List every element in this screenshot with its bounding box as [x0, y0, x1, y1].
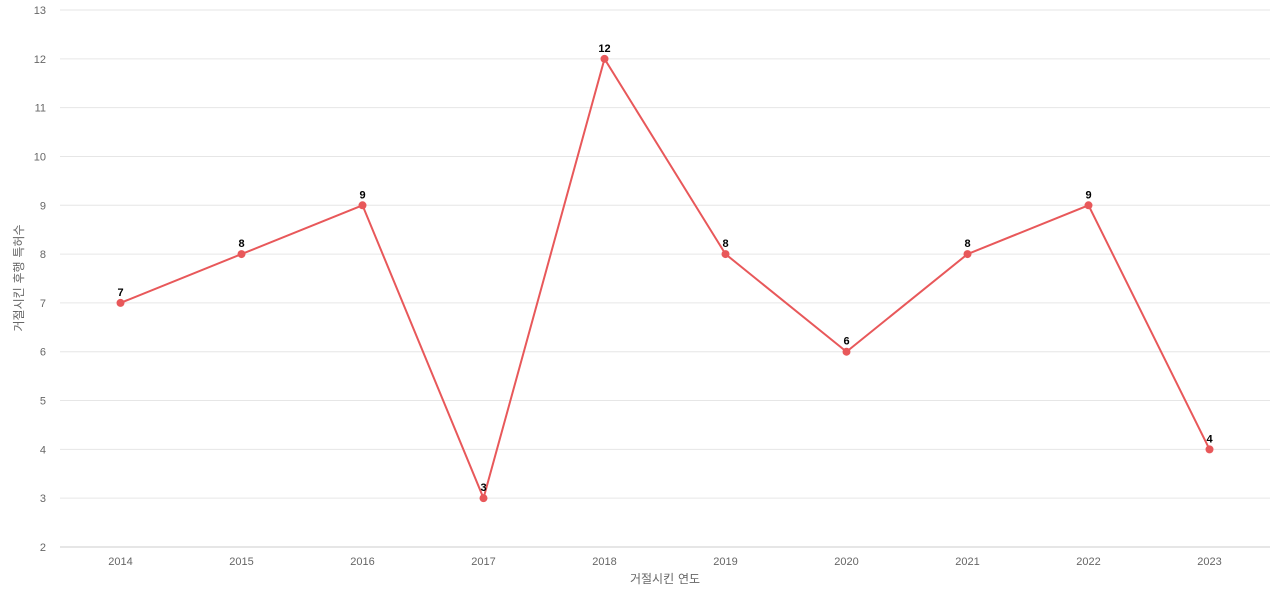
x-tick-label: 2020	[834, 556, 858, 568]
data-point[interactable]	[842, 347, 851, 356]
x-tick-label: 2017	[471, 556, 495, 568]
x-tick-label: 2023	[1197, 556, 1221, 568]
data-label: 4	[1206, 433, 1213, 445]
y-tick-label: 3	[40, 493, 46, 505]
y-tick-label: 11	[35, 103, 46, 115]
data-point[interactable]	[600, 54, 609, 63]
x-tick-label: 2022	[1076, 556, 1100, 568]
y-tick-label: 2	[40, 542, 46, 554]
data-point[interactable]	[1205, 445, 1214, 454]
y-tick-label: 8	[40, 249, 46, 261]
data-labels: 7 8 9 3 12 8 6 8 9 4	[117, 43, 1213, 494]
x-tick-label: 2018	[592, 556, 616, 568]
x-tick-label: 2016	[350, 556, 374, 568]
data-point[interactable]	[116, 298, 125, 307]
x-tick-label: 2014	[108, 556, 132, 568]
data-label: 9	[1085, 189, 1091, 201]
data-points	[116, 54, 1214, 503]
y-tick-label: 13	[34, 5, 46, 17]
data-point[interactable]	[1084, 201, 1093, 210]
data-point[interactable]	[721, 250, 730, 259]
data-point[interactable]	[358, 201, 367, 210]
y-tick-label: 4	[40, 444, 46, 456]
x-tick-label: 2019	[713, 556, 737, 568]
series-line	[120, 56, 1211, 502]
data-label: 7	[117, 287, 123, 299]
y-axis-ticks: 2 3 4 5 6 7 8 9 10 11 12 13	[34, 5, 46, 554]
series-layer	[120, 56, 1211, 502]
y-axis-title: 거절시킨 후행 특허수	[11, 225, 26, 332]
data-point[interactable]	[479, 494, 488, 503]
data-label: 8	[238, 238, 244, 250]
y-tick-label: 12	[34, 54, 46, 66]
y-tick-label: 10	[34, 151, 46, 163]
grid-lines	[60, 9, 1270, 548]
y-tick-label: 6	[40, 347, 46, 359]
x-tick-label: 2015	[229, 556, 253, 568]
y-tick-label: 9	[40, 200, 46, 212]
data-label: 12	[598, 43, 610, 55]
data-point[interactable]	[963, 250, 972, 259]
data-label: 9	[359, 189, 365, 201]
x-axis-title: 거절시킨 연도	[630, 572, 700, 586]
data-label: 8	[964, 238, 970, 250]
y-tick-label: 7	[40, 298, 46, 310]
x-axis-ticks: 2014 2015 2016 2017 2018 2019 2020 2021 2022 2023	[108, 556, 1221, 568]
y-tick-label: 5	[40, 396, 46, 408]
data-label: 8	[722, 238, 728, 250]
data-point[interactable]	[237, 250, 246, 259]
data-label: 6	[843, 336, 849, 348]
x-tick-label: 2021	[955, 556, 979, 568]
data-label: 3	[480, 482, 486, 494]
